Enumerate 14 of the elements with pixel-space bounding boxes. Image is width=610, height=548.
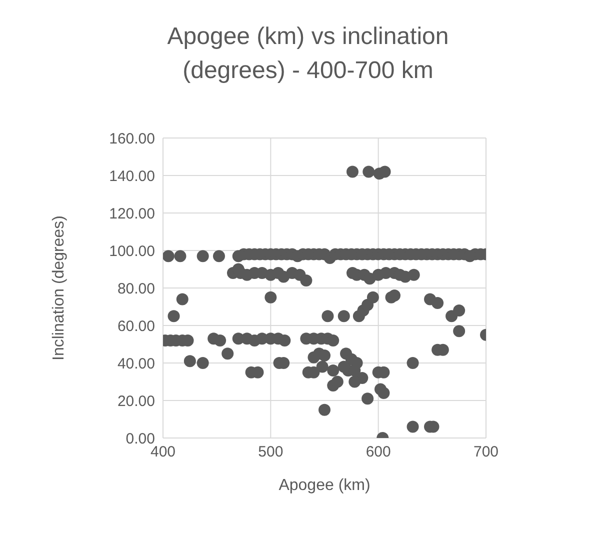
x-axis-title: Apogee (km) <box>278 477 370 494</box>
chart-title: Apogee (km) vs inclination (degrees) - 400-700 km <box>166 22 450 86</box>
y-tick-label: 20.00 <box>117 392 155 410</box>
y-tick-label: 100.00 <box>109 242 155 260</box>
y-axis-title: Inclination (degrees) <box>50 216 68 360</box>
y-tick-label: 40.00 <box>117 355 155 372</box>
y-tick-label: 120.00 <box>109 205 155 222</box>
y-tick-label: 80.00 <box>117 280 155 298</box>
y-tick-label: 140.00 <box>109 168 155 185</box>
y-tick-label: 60.00 <box>117 318 155 335</box>
y-tick-label: 160.00 <box>109 130 155 148</box>
x-tick-label: 500 <box>258 444 284 461</box>
x-tick-label: 600 <box>366 444 391 461</box>
x-tick-label: 700 <box>473 444 499 461</box>
